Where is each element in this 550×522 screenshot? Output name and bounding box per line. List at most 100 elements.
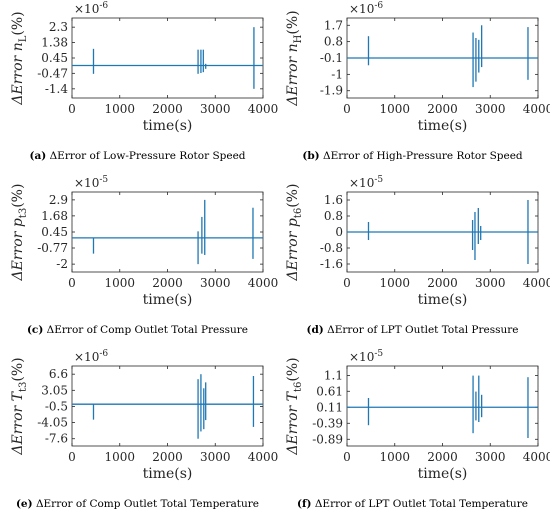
y-axis-label-sub-c: t3 [18,208,29,218]
axes-box-e [71,365,264,447]
y-tick-label-e: -4.05 [37,416,68,430]
y-axis-label-main-a: ΔError n [10,42,26,105]
caption-letter-d: (d) [306,324,324,336]
multiplier-exponent-d: -5 [374,175,383,185]
caption-f: (f) ΔError of LPT Outlet Total Temperatu… [275,498,550,510]
y-axis-label-unit-f: (%) [285,357,301,381]
y-tick-label-b: -0.1 [320,51,343,65]
y-tick-label-a: 1.38 [41,36,68,50]
x-tick-label-d: 0 [343,276,351,290]
x-axis-label-f: time(s) [418,466,468,482]
x-tick-label-b: 1000 [379,102,410,116]
y-axis-label-sub-a: L [18,35,29,42]
y-tick-label-f: 0.61 [316,384,343,398]
x-tick-label-e: 3000 [200,450,231,464]
multiplier-label-f: ×10-5 [349,349,383,364]
chart-c: 0 1000 2000 3000 4000 2.9 1.68 0.45 -0.77 -2 ×10-5… [10,175,278,308]
y-tick-label-b: 1.7 [324,18,343,32]
x-tick-label-b: 0 [343,102,351,116]
y-tick-label-f: 1.1 [324,369,343,383]
caption-letter-f: (f) [297,498,312,510]
y-tick-label-e: 3.05 [41,383,68,397]
x-tick-label-f: 4000 [523,450,550,464]
caption-text-f: ΔError of LPT Outlet Total Temperature [314,498,528,510]
x-tick-label-a: 4000 [248,102,279,116]
y-axis-label-main-f: ΔError T [285,390,301,455]
y-tick-label-d: 0.8 [324,209,343,223]
chart-f: 0 1000 2000 3000 4000 1.10.61 0.11 -0.39 -0.89 ×1… [285,349,550,482]
y-axis-label-b: ΔError nH(%) [285,10,304,106]
x-tick-label-b: 2000 [427,102,458,116]
y-tick-label-f: -0.89 [312,432,343,446]
x-axis-label-d: time(s) [418,292,468,308]
multiplier-exponent-e: -6 [99,349,108,359]
y-tick-label-f: 0.11 [316,400,343,414]
x-tick-label-a: 1000 [104,102,135,116]
x-tick-label-a: 2000 [152,102,183,116]
y-tick-label-b: 0.8 [324,35,343,49]
caption-e: (e) ΔError of Comp Outlet Total Temperat… [0,498,275,510]
chart-e: 0 1000 2000 3000 4000 6.6 3.05 -0.5 -4.05 -7.6 ×10… [10,349,278,482]
y-axis-label-unit-c: (%) [10,184,26,208]
y-tick-label-c: -2 [56,257,68,271]
multiplier-label-c: ×10-5 [74,175,108,190]
chart-a: 0 1000 2000 3000 4000 2.3 1.380.45-0.47 -1.4 ×10… [10,1,278,134]
x-tick-label-d: 1000 [379,276,410,290]
y-tick-label-d: 1.6 [324,193,343,207]
x-tick-label-e: 2000 [152,450,183,464]
multiplier-label-b: ×10-6 [349,1,383,16]
y-tick-label-a: 0.45 [41,51,68,65]
y-axis-label-main-c: ΔError p [10,218,26,281]
panel-a: 0 1000 2000 3000 4000 2.3 1.38 0.45 -0.47 -1.4 ×10… [0,0,278,174]
caption-b: (b) ΔError of High-Pressure Rotor Speed [275,150,550,162]
x-tick-label-d: 3000 [475,276,506,290]
y-tick-label-c: 1.68 [41,209,68,223]
y-tick-label-b: -1.9 [320,84,343,98]
multiplier-exponent-f: -5 [374,349,383,359]
x-tick-label-e: 0 [68,450,76,464]
chart-d: 0 1000 2000 3000 4000 1.6 0.8 0 -0.8 -1.6 ×10-5 tim… [285,175,550,308]
y-tick-label-d: 0 [335,225,343,239]
y-tick-label-c: 2.9 [49,193,68,207]
caption-text-c: ΔError of Comp Outlet Total Pressure [46,324,249,336]
x-tick-label-c: 3000 [200,276,231,290]
caption-letter-e: (e) [15,498,33,510]
y-tick-label-e: -0.5 [45,399,68,413]
caption-d: (d) ΔError of LPT Outlet Total Pressure [275,324,550,336]
multiplier-exponent-b: -6 [374,1,383,11]
chart-b: 0 1000 2000 3000 4000 1.7 0.8 -0.1 -1 -1.9 ×10-6 ti… [285,1,550,134]
y-axis-label-sub-d: t6 [293,208,304,218]
x-tick-label-f: 1000 [379,450,410,464]
panel-d: 0 1000 2000 3000 4000 1.6 0.8 0 -0.8 -1.6 ×10-5 tim… [275,174,550,348]
axes-box-a [71,17,264,99]
x-tick-label-b: 4000 [523,102,550,116]
x-axis-label-c: time(s) [143,292,193,308]
y-axis-label-unit-b: (%) [285,10,301,34]
y-axis-label-unit-e: (%) [10,357,26,381]
y-tick-label-e: 6.6 [49,367,68,381]
multiplier-label-e: ×10-6 [74,349,108,364]
x-tick-label-e: 4000 [248,450,279,464]
y-tick-label-c: 0.45 [41,225,68,239]
y-axis-label-main-b: ΔError n [285,43,301,106]
y-axis-label-a: ΔError nL(%) [10,11,29,105]
caption-text-a: ΔError of Low-Pressure Rotor Speed [49,150,246,162]
multiplier-exponent-a: -6 [99,1,108,11]
panel-e: 0 1000 2000 3000 4000 6.6 3.05 -0.5 -4.05 -7.6 ×10… [0,348,278,522]
y-axis-label-sub-f: t6 [293,382,304,392]
y-tick-label-a: -0.47 [37,66,68,80]
x-tick-label-c: 4000 [248,276,279,290]
y-axis-label-unit-a: (%) [10,11,26,35]
y-tick-label-a: -1.4 [45,82,69,96]
y-tick-label-e: -7.6 [45,432,68,446]
x-tick-label-d: 2000 [427,276,458,290]
y-axis-label-sub-e: t3 [18,382,29,392]
y-axis-label-c: ΔError pt3(%) [10,184,29,282]
y-axis-label-d: ΔError pt6(%) [285,184,304,282]
caption-c: (c) ΔError of Comp Outlet Total Pressure [0,324,275,336]
x-axis-label-a: time(s) [143,118,193,134]
multiplier-label-a: ×10-6 [74,1,108,16]
x-axis-label-b: time(s) [418,118,468,134]
caption-text-d: ΔError of LPT Outlet Total Pressure [327,324,519,336]
axes-box-f [346,365,539,447]
